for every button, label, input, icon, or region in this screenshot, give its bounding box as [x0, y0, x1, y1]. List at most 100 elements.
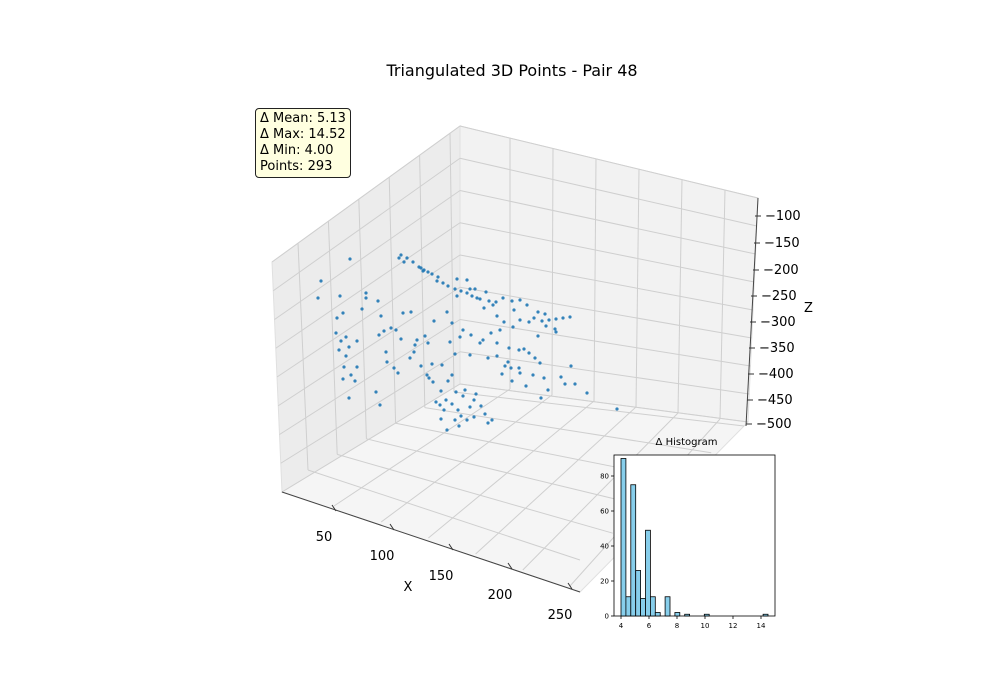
scatter-point: [479, 404, 483, 408]
grid-line: [337, 453, 613, 534]
scatter-point: [450, 373, 454, 377]
scatter-point: [475, 296, 479, 300]
scatter-point: [543, 312, 547, 316]
scatter-point: [434, 400, 438, 404]
scatter-point: [569, 364, 573, 368]
z-tick-label: −250: [761, 289, 797, 304]
scatter-point: [445, 428, 449, 432]
stat-mean: Δ Mean: 5.13: [260, 111, 346, 126]
z-tick-label: −200: [763, 263, 799, 278]
scatter-point: [507, 346, 511, 350]
histogram-bar: [674, 612, 681, 617]
scatter-point: [568, 315, 572, 319]
x-tick-label: 150: [429, 569, 454, 584]
scatter-point: [432, 319, 436, 323]
scatter-point: [453, 352, 457, 356]
scatter-point: [379, 314, 383, 318]
scatter-point: [465, 291, 469, 295]
scatter-point: [512, 308, 516, 312]
grid-line: [279, 319, 461, 435]
grid-line: [419, 154, 426, 408]
scatter-point: [377, 333, 381, 337]
scatter-point: [465, 278, 469, 282]
z-tick-label: −500: [756, 417, 792, 432]
scatter-point: [531, 373, 535, 377]
scatter-point: [469, 333, 473, 337]
scatter-point: [539, 396, 543, 400]
z-axis-label: Z: [804, 301, 813, 316]
x-tick-mark: [448, 543, 454, 551]
scatter-point: [394, 328, 398, 332]
histogram-x-tick-label: 8: [675, 622, 679, 630]
z-tick-label: −100: [765, 209, 801, 224]
scatter-point: [472, 415, 476, 419]
scatter-point: [563, 382, 567, 386]
scatter-point: [470, 294, 474, 298]
scatter-point: [459, 414, 463, 418]
x-tick-mark: [507, 562, 513, 570]
histogram-x-tick-label: 4: [619, 622, 624, 630]
scatter-point: [525, 303, 529, 307]
grid-line: [459, 286, 752, 339]
scatter-point: [503, 364, 507, 368]
x-tick-label: 200: [488, 588, 513, 603]
scatter-point: [440, 363, 444, 367]
scatter-point: [547, 318, 551, 322]
histogram-bar: [703, 613, 710, 617]
scatter-point: [364, 296, 368, 300]
grid-line: [272, 157, 461, 292]
scatter-point: [518, 371, 522, 375]
x-tick-label: 250: [548, 608, 573, 623]
scatter-point: [538, 361, 542, 365]
scatter-point: [342, 365, 346, 369]
histogram-title: Δ Histogram: [656, 437, 718, 448]
scatter-point: [376, 299, 380, 303]
scatter-point: [536, 310, 540, 314]
scatter-point: [517, 348, 521, 352]
scatter-point: [533, 356, 537, 360]
scatter-point: [532, 316, 536, 320]
scatter-point: [455, 277, 459, 281]
scatter-point: [338, 294, 342, 298]
x-tick-mark: [331, 504, 337, 512]
scatter-point: [482, 306, 486, 310]
x-axis-line: [281, 491, 581, 593]
scatter-point: [461, 328, 465, 332]
histogram-bar: [635, 570, 642, 617]
scatter-point: [441, 281, 445, 285]
scatter-point: [341, 311, 345, 315]
grid-line: [453, 391, 745, 427]
scatter-point: [495, 314, 499, 318]
scatter-point: [426, 341, 430, 345]
histogram-bar: [654, 612, 661, 617]
scatter-point: [344, 335, 348, 339]
scatter-point: [511, 325, 515, 329]
scatter-point: [435, 279, 439, 283]
grid-line: [275, 222, 461, 349]
scatter-point: [546, 388, 550, 392]
scatter-point: [458, 335, 462, 339]
scatter-point: [385, 360, 389, 364]
grid-line: [677, 179, 683, 414]
histogram-x-tick-label: 12: [729, 622, 738, 630]
scatter-point: [487, 299, 491, 303]
grid-line: [428, 400, 595, 539]
scatter-point: [436, 275, 440, 279]
histogram-bar: [664, 596, 671, 617]
scatter-point: [382, 329, 386, 333]
scatter-point: [438, 403, 442, 407]
scatter-point: [483, 412, 487, 416]
scatter-point: [399, 253, 403, 257]
scatter-point: [347, 345, 351, 349]
scatter-point: [553, 327, 557, 331]
scatter-point: [344, 354, 348, 358]
histogram-y-tick-label: 60: [600, 508, 609, 516]
z-tick-label: −150: [764, 236, 800, 251]
scatter-point: [585, 391, 589, 395]
grid-line: [424, 407, 712, 454]
scatter-point: [411, 260, 415, 264]
scatter-point: [337, 348, 341, 352]
scatter-point: [401, 311, 405, 315]
histogram-bar: [762, 613, 769, 617]
scatter-point: [491, 303, 495, 307]
